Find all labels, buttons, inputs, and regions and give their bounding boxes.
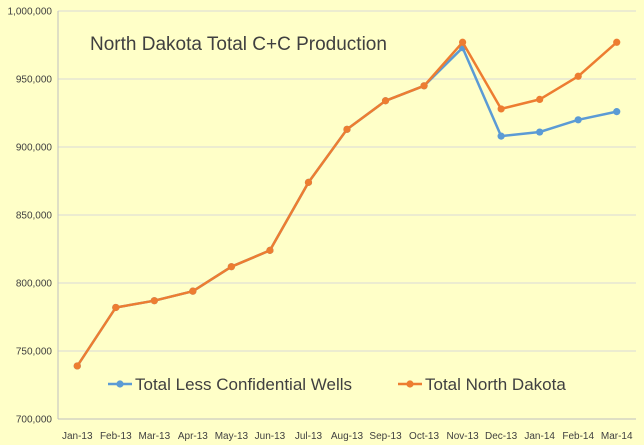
legend-label: Total Less Confidential Wells: [135, 375, 352, 394]
y-tick-label: 900,000: [16, 143, 53, 154]
x-tick-label: Dec-13: [485, 431, 518, 442]
data-point: [574, 116, 582, 124]
x-tick-label: May-13: [215, 431, 249, 442]
x-tick-label: Jan-13: [62, 431, 93, 442]
data-point: [536, 128, 544, 136]
legend-item: Total Less Confidential Wells: [108, 375, 352, 394]
x-tick-label: Sep-13: [369, 431, 402, 442]
x-tick-label: Aug-13: [331, 431, 364, 442]
legend-marker: [116, 380, 124, 388]
y-tick-label: 850,000: [16, 211, 53, 222]
legend-label: Total North Dakota: [425, 375, 566, 394]
x-tick-label: Mar-13: [138, 431, 170, 442]
y-tick-labels: 700,000 750,000 800,000 850,000 900,000 950,0…: [8, 7, 53, 426]
x-tick-label: Oct-13: [409, 431, 439, 442]
x-tick-labels: Jan-13 Feb-13 Mar-13 Apr-13 May-13 Jun-13 Jul-…: [62, 431, 633, 442]
x-tick-label: Feb-14: [562, 431, 594, 442]
y-tick-label: 700,000: [16, 415, 53, 426]
data-point: [459, 38, 467, 46]
x-tick-label: Jul-13: [295, 431, 323, 442]
data-point: [73, 362, 81, 370]
axes: [57, 11, 636, 420]
x-tick-label: Nov-13: [446, 431, 479, 442]
legend-item: Total North Dakota: [398, 375, 566, 394]
data-point: [497, 105, 505, 113]
data-point: [613, 108, 621, 116]
y-tick-label: 950,000: [16, 75, 53, 86]
data-point: [189, 287, 197, 295]
legend: Total Less Confidential Wells Total North…: [108, 375, 566, 394]
data-point: [613, 38, 621, 46]
data-point: [150, 297, 158, 305]
x-tick-label: Feb-13: [100, 431, 132, 442]
x-tick-label: Mar-14: [601, 431, 633, 442]
data-point: [420, 82, 428, 90]
x-tick-label: Jan-14: [524, 431, 555, 442]
data-point: [574, 72, 582, 80]
data-point: [343, 125, 351, 133]
y-tick-label: 750,000: [16, 347, 53, 358]
data-point: [304, 178, 313, 186]
chart-title: North Dakota Total C+C Production: [90, 34, 387, 55]
x-tick-label: Apr-13: [178, 431, 208, 442]
data-point: [497, 132, 505, 140]
y-tick-label: 1,000,000: [8, 7, 53, 18]
data-point: [227, 263, 235, 271]
data-point: [536, 95, 544, 103]
data-point: [266, 246, 274, 254]
x-tick-label: Jun-13: [255, 431, 286, 442]
series: [73, 38, 621, 370]
legend-marker: [406, 380, 414, 388]
data-point: [381, 97, 390, 105]
y-tick-label: 800,000: [16, 279, 53, 290]
series-2: [73, 38, 621, 370]
data-point: [112, 303, 120, 312]
